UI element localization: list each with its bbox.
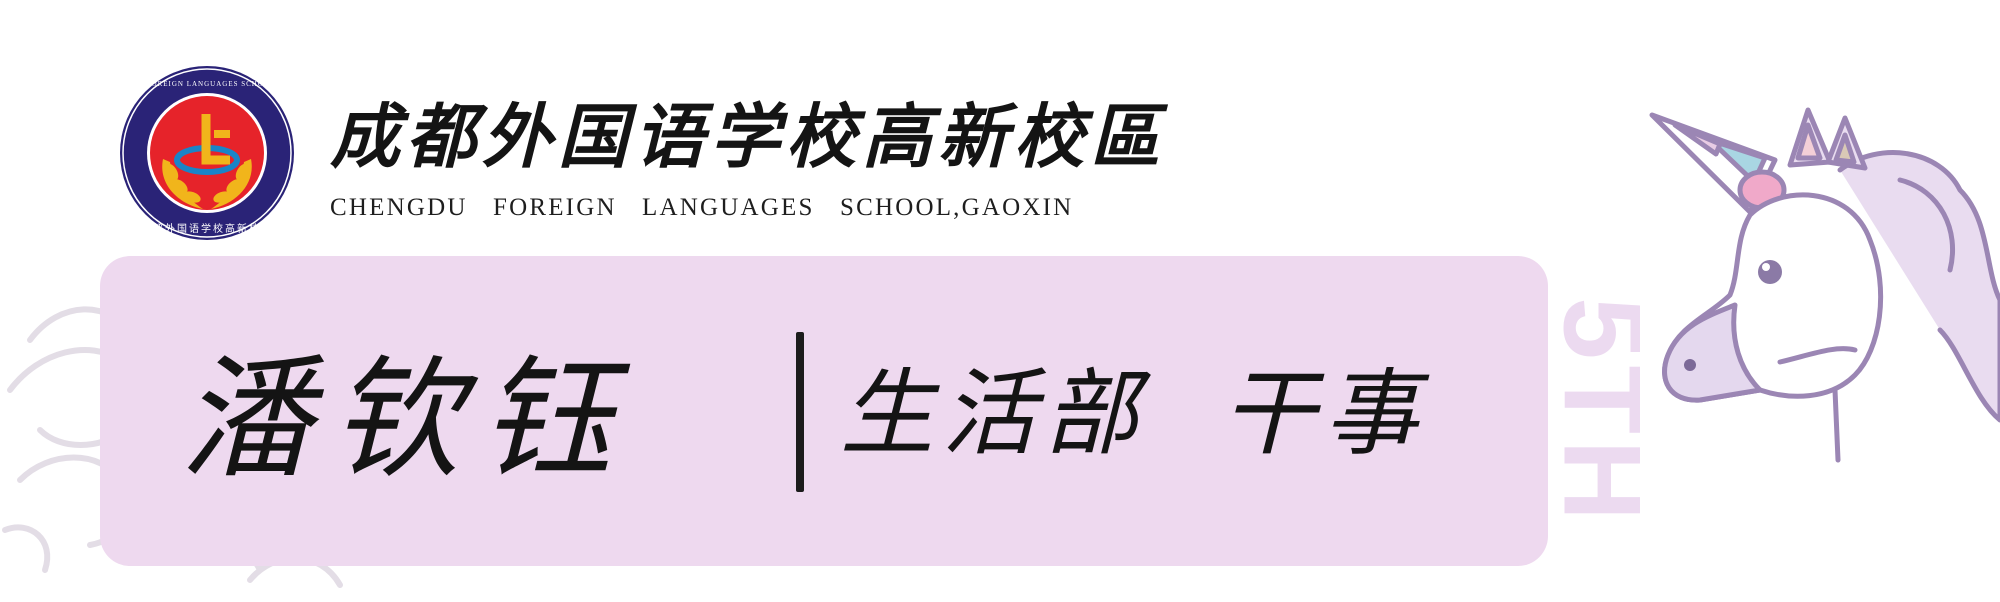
person-role: 生活部 干事 [840, 360, 1426, 469]
school-logo: CHENGDU FOREIGN LANGUAGES SCHOOL GAOXIN … [118, 66, 296, 240]
svg-text:成都外国语学校高新校区: 成都外国语学校高新校区 [141, 222, 273, 235]
school-name-chinese: 成都外国语学校高新校區 [330, 95, 1166, 178]
name-role-divider [796, 332, 804, 492]
person-name: 潘钦钰 [180, 343, 630, 497]
unicorn-illustration [1649, 107, 2000, 463]
5th-text: 5TH [1548, 297, 1640, 527]
svg-text:CHENGDU FOREIGN LANGUAGES SCHO: CHENGDU FOREIGN LANGUAGES SCHOOL GAOXIN [118, 80, 296, 88]
name-card [100, 256, 1548, 566]
5th-decoration: 5TH [1548, 297, 1640, 527]
school-name-english: CHENGDU FOREIGN LANGUAGES SCHOOL,GAOXIN [330, 194, 1074, 221]
